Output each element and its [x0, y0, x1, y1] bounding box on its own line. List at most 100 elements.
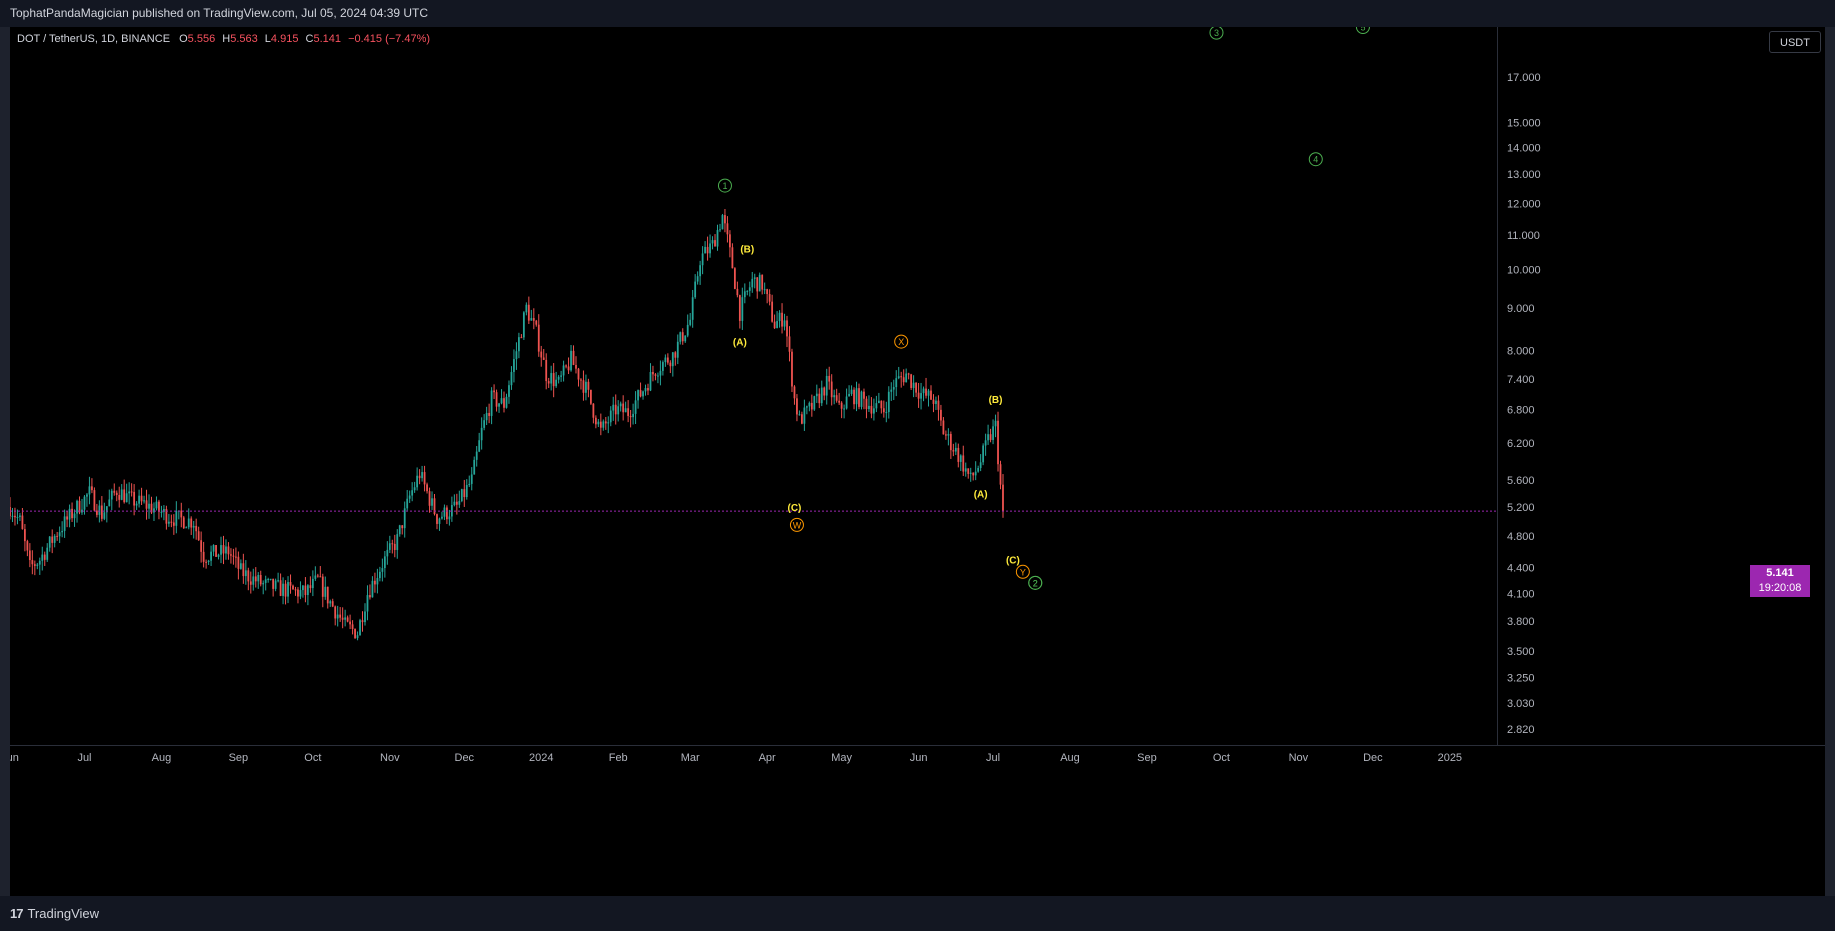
candle-body [875, 403, 878, 409]
candle-body [207, 560, 210, 563]
candle-body [910, 374, 913, 388]
candle-body [575, 364, 577, 369]
candle-body [589, 389, 592, 404]
currency-button[interactable]: USDT [1769, 31, 1821, 53]
candle-body [967, 468, 970, 474]
candle-body [652, 371, 654, 375]
candle-body [940, 409, 942, 421]
chart-frame[interactable]: 1 2 3 4 5 (B) (A) (C) W X (B) (A) (C) Y 2 17.000 15.000… [10, 27, 1825, 896]
candle-body [602, 421, 605, 428]
candle-body [81, 509, 83, 513]
candle-body [215, 545, 217, 557]
x-tick-label: Jul [986, 752, 1000, 764]
tradingview-brand[interactable]: 17 TradingView [10, 896, 99, 931]
candle-body [470, 474, 473, 484]
candle-body [182, 517, 185, 529]
candle-body [78, 500, 81, 513]
candle-body [902, 377, 905, 383]
candle-body [359, 620, 361, 636]
candle-body [232, 555, 235, 557]
candle-body [992, 426, 994, 440]
candle-body [475, 451, 478, 460]
candle-body [932, 399, 935, 404]
candle-body [634, 400, 637, 414]
candle-body [274, 580, 277, 589]
candle-body [100, 505, 103, 519]
candle-body [798, 414, 801, 416]
candle-body [130, 491, 133, 493]
candle-body [510, 371, 513, 386]
candle-body [657, 375, 659, 377]
candle-body [71, 508, 73, 519]
candle-body [257, 574, 260, 582]
candle-body [115, 492, 118, 496]
wave-marker-text: 5 [1360, 27, 1365, 33]
candle-body [691, 297, 694, 320]
candle-body [560, 375, 563, 377]
candle-body [23, 529, 26, 542]
candle-body [661, 362, 664, 371]
candle-body [513, 359, 515, 372]
candle-body [694, 281, 697, 298]
candle-body [977, 467, 980, 472]
candle-body [453, 501, 456, 506]
wave-marker-circle [894, 334, 909, 349]
candle-body [324, 586, 327, 597]
candle-body [163, 508, 165, 512]
x-tick-label: 2025 [1438, 752, 1462, 764]
x-tick-label: Sep [1137, 752, 1157, 764]
wave-marker-circle [1355, 27, 1370, 34]
candle-body [480, 427, 483, 441]
candle-body [63, 516, 66, 531]
candle-body [292, 585, 294, 590]
candle-body [997, 420, 999, 465]
candle-body [135, 503, 138, 506]
candle-body [190, 518, 193, 528]
candle-body [743, 291, 746, 298]
candle-body [748, 287, 751, 291]
candle-body [239, 563, 242, 569]
candle-body [383, 556, 386, 569]
candle-body [741, 297, 744, 321]
candle-body [339, 614, 342, 618]
last-price-value: 5.141 [1766, 567, 1794, 579]
candle-body [689, 319, 692, 325]
candle-body [202, 551, 205, 562]
candle-body [222, 545, 225, 554]
candle-body [979, 462, 982, 468]
candle-body [518, 337, 520, 352]
candle-body [637, 390, 639, 401]
candle-body [895, 378, 898, 388]
candle-body [922, 388, 925, 394]
y-tick-label: 9.000 [1507, 303, 1535, 315]
candle-body [882, 408, 885, 413]
candle-body [244, 570, 247, 577]
candle-body [110, 490, 113, 500]
candle-body [905, 373, 908, 383]
candle-body [91, 486, 93, 491]
x-tick-label: Aug [152, 752, 172, 764]
candle-body [825, 375, 828, 396]
open-label: O [179, 33, 188, 45]
candle-body [604, 421, 607, 424]
candle-body [336, 614, 339, 619]
candle-body [964, 468, 967, 472]
candle-body [542, 357, 545, 360]
candle-body [200, 540, 203, 552]
high-label: H [222, 33, 231, 45]
candle-body [128, 491, 131, 494]
candle-body [912, 382, 915, 388]
candle-body [994, 420, 997, 427]
candle-body [31, 560, 34, 565]
legend-symbol: DOT / TetherUS, 1D, BINANCE [17, 33, 171, 45]
candle-body [674, 352, 677, 358]
candle-body [411, 490, 414, 496]
brand-name: TradingView [27, 906, 100, 921]
candle-body [321, 576, 324, 597]
candle-body [840, 402, 843, 409]
x-tick-label: Nov [1289, 752, 1309, 764]
wave-marker-circle [789, 517, 804, 532]
candle-body [48, 536, 51, 548]
candle-body [401, 525, 404, 529]
